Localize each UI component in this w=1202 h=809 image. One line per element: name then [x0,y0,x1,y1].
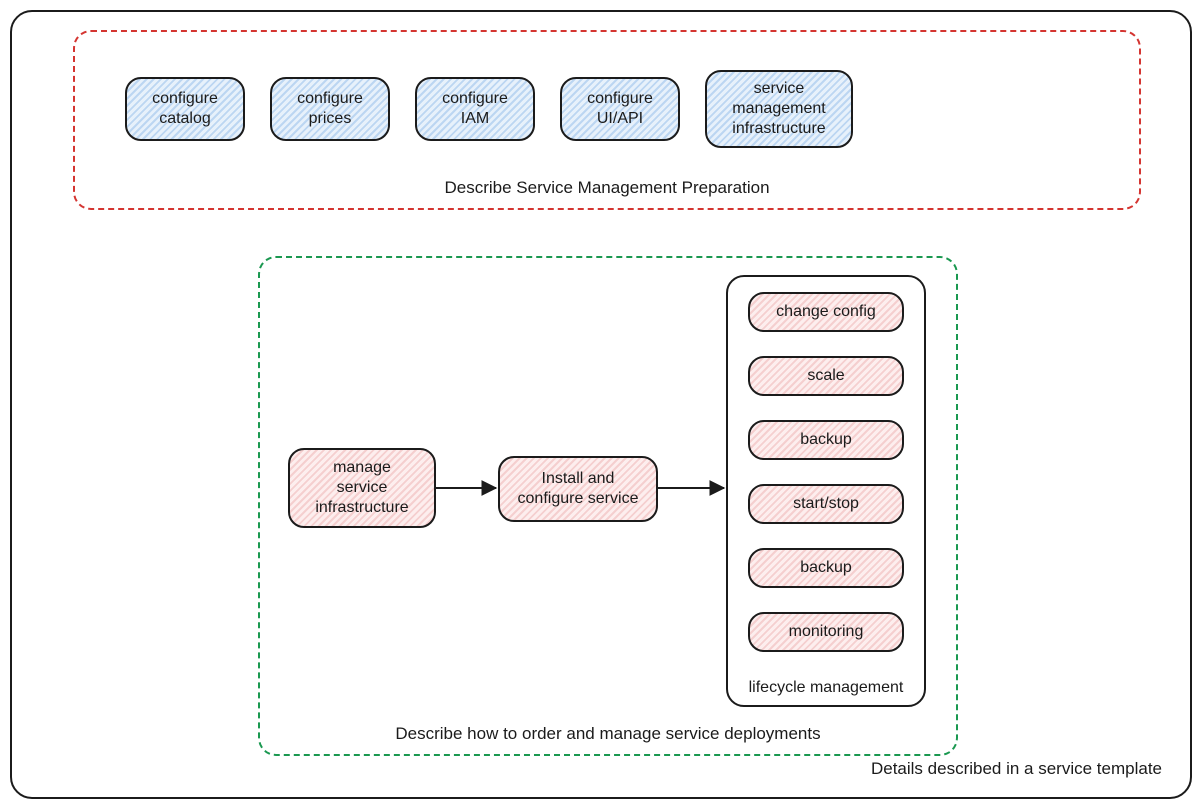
node-lifecycle-monitoring: monitoring [748,612,904,652]
node-label: Install and configure service [518,469,639,509]
node-lifecycle-change-config: change config [748,292,904,332]
node-label: backup [800,558,852,578]
node-label: scale [807,366,844,386]
node-label: configure prices [297,89,363,129]
node-label: start/stop [793,494,859,514]
node-configure-catalog: configure catalog [125,77,245,141]
node-install-configure-service: Install and configure service [498,456,658,522]
region-deployments-label: Describe how to order and manage service… [260,724,956,744]
node-lifecycle-backup-2: backup [748,548,904,588]
node-lifecycle-scale: scale [748,356,904,396]
node-service-mgmt-infra: service management infrastructure [705,70,853,148]
node-lifecycle-start-stop: start/stop [748,484,904,524]
node-label: service management infrastructure [732,79,825,139]
node-configure-iam: configure IAM [415,77,535,141]
node-lifecycle-backup-1: backup [748,420,904,460]
subgroup-lifecycle-label: lifecycle management [728,679,924,697]
node-label: manage service infrastructure [315,458,408,518]
diagram-canvas: Details described in a service template … [0,0,1202,809]
node-label: configure catalog [152,89,218,129]
node-configure-prices: configure prices [270,77,390,141]
outer-caption: Details described in a service template [871,759,1162,779]
node-configure-ui-api: configure UI/API [560,77,680,141]
node-label: backup [800,430,852,450]
region-preparation-label: Describe Service Management Preparation [75,178,1139,198]
node-label: configure UI/API [587,89,653,129]
node-manage-service-infra: manage service infrastructure [288,448,436,528]
node-label: monitoring [789,622,864,642]
node-label: change config [776,302,876,322]
node-label: configure IAM [442,89,508,129]
